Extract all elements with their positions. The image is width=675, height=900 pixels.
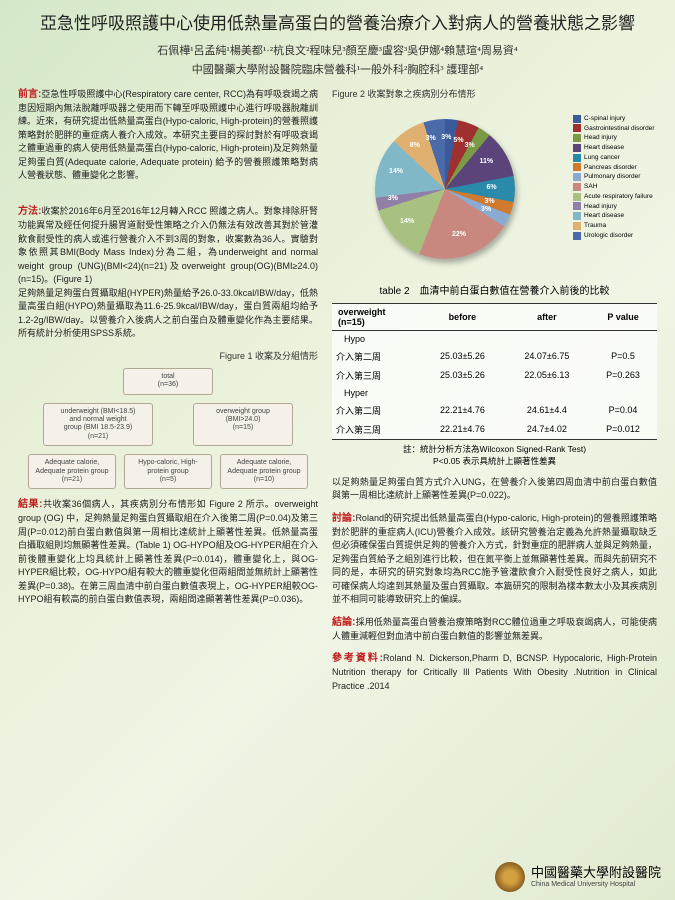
flow-total: total (n=36): [123, 368, 213, 395]
results-section: 結果:共收案36個病人，其疾病別分布情形如 Figure 2 所示。overwe…: [18, 497, 318, 607]
data-table: overweight (n=15)beforeafterP value Hypo…: [332, 303, 657, 440]
footer: 中國醫藥大學附設醫院 China Medical University Hosp…: [495, 862, 661, 892]
discussion-label: 討論:: [332, 513, 355, 524]
fig1-caption: Figure 1 收案及分組情形: [18, 349, 318, 362]
intro-section: 前言:亞急性呼吸照護中心(Respiratory care center, RC…: [18, 87, 318, 183]
footer-en: China Medical University Hospital: [531, 881, 661, 889]
conclusion-label: 結論:: [332, 617, 356, 628]
intro-label: 前言:: [18, 89, 41, 100]
results-label: 結果:: [18, 499, 42, 510]
flow-og-adq: Adequate calorie, Adequate protein group…: [220, 454, 308, 489]
flow-ung: underweight (BMI<18.5) and normal weight…: [43, 403, 153, 447]
poster-title: 亞急性呼吸照護中心使用低熱量高蛋白的營養治療介入對病人的營養狀態之影響: [18, 12, 657, 36]
affiliation: 中國醫藥大學附設醫院臨床營養科¹一般外科²胸腔科³ 護理部⁴: [18, 61, 657, 77]
pie-chart: 3%5%3%11%6%3%3%22%14%3%14%8%3% C-spinal …: [335, 104, 655, 274]
table-note: 註：統計分析方法為Wilcoxon Signed-Rank Test) P<0.…: [332, 444, 657, 468]
ref-label: 參考資料:: [332, 653, 383, 664]
discussion-section: 討論:Roland的研究提出低熱量高蛋白(Hypo-caloric, High-…: [332, 511, 657, 607]
fig2-caption: Figure 2 收案對象之疾病別分布情形: [332, 87, 657, 100]
extra-paragraph: 以足夠熱量足夠蛋白質方式介入UNG，在營養介入後第四周血清中前白蛋白數值與第一周…: [332, 476, 657, 503]
references-section: 參考資料:Roland N. Dickerson,Pharm D, BCNSP.…: [332, 651, 657, 693]
flow-ung-adq: Adequate calorie, Adequate protein group…: [28, 454, 116, 489]
footer-cn: 中國醫藥大學附設醫院: [531, 865, 661, 881]
methods-label: 方法:: [18, 206, 41, 217]
flow-og: overweight group (BMI>24.0) (n=15): [193, 403, 293, 447]
flow-og-hypo: Hypo-caloric, High- protein group (n=5): [124, 454, 212, 489]
conclusion-section: 結論:採用低熱量高蛋白營養治療策略對RCC體位過重之呼吸衰竭病人，可能使病人體重…: [332, 615, 657, 644]
table2-caption: table 2 血清中前白蛋白數值在營養介入前後的比較: [332, 282, 657, 297]
hospital-logo-icon: [495, 862, 525, 892]
authors: 石佩樺¹呂孟純¹楊美都¹·²杭良文²程味兒³顏至慶³盧容³吳伊娜⁴賴慧瑄⁴周易資…: [18, 42, 657, 58]
flowchart: total (n=36) underweight (BMI<18.5) and …: [28, 368, 308, 490]
methods-section: 方法:收案於2016年6月至2016年12月轉入RCC 照護之病人。對象排除肝腎…: [18, 191, 318, 341]
